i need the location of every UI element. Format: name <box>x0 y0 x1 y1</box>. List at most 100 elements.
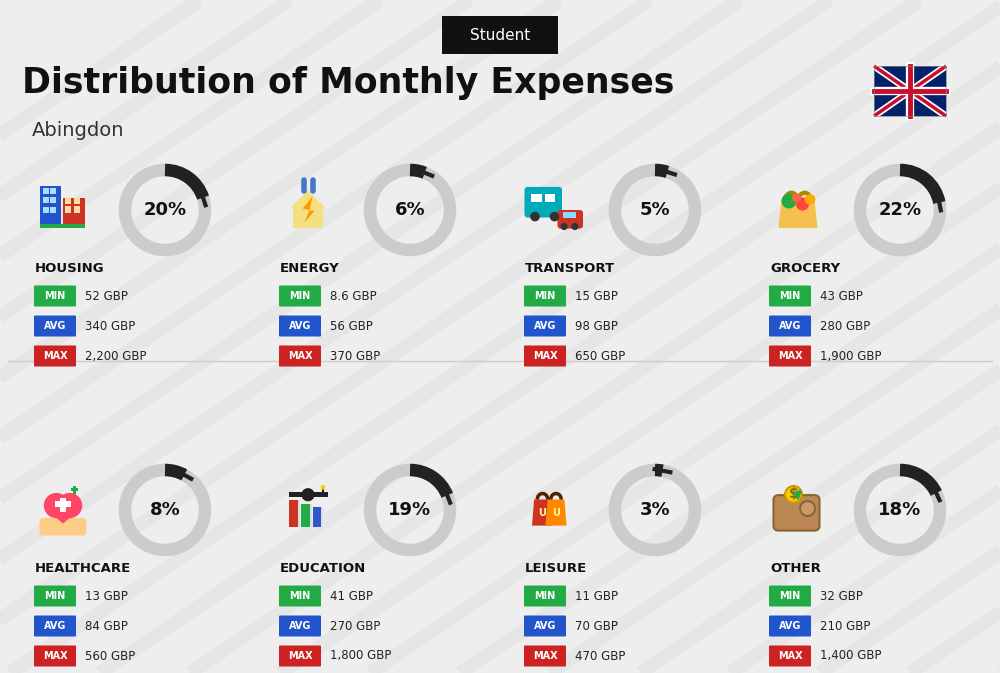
Text: 8%: 8% <box>150 501 180 519</box>
Circle shape <box>560 223 568 230</box>
Text: MAX: MAX <box>533 651 557 661</box>
Text: 70 GBP: 70 GBP <box>575 620 618 633</box>
Text: MIN: MIN <box>289 591 311 601</box>
Bar <box>43 197 49 203</box>
Circle shape <box>301 488 315 501</box>
Text: 280 GBP: 280 GBP <box>820 320 870 332</box>
FancyBboxPatch shape <box>524 345 566 367</box>
Text: U: U <box>552 508 560 518</box>
Text: AVG: AVG <box>779 321 801 331</box>
Text: 32 GBP: 32 GBP <box>820 590 863 602</box>
Text: 3%: 3% <box>640 501 670 519</box>
Text: 470 GBP: 470 GBP <box>575 649 625 662</box>
Ellipse shape <box>800 501 815 516</box>
FancyBboxPatch shape <box>34 316 76 336</box>
Bar <box>65 197 71 204</box>
Bar <box>563 211 576 217</box>
FancyBboxPatch shape <box>524 187 562 217</box>
Text: HEALTHCARE: HEALTHCARE <box>35 562 131 575</box>
Bar <box>310 504 312 526</box>
Polygon shape <box>303 197 315 223</box>
Circle shape <box>805 194 815 205</box>
FancyBboxPatch shape <box>524 316 566 336</box>
FancyBboxPatch shape <box>524 285 566 306</box>
Text: 2,200 GBP: 2,200 GBP <box>85 349 146 363</box>
Text: AVG: AVG <box>289 321 311 331</box>
Text: GROCERY: GROCERY <box>770 262 840 275</box>
FancyBboxPatch shape <box>34 616 76 637</box>
Text: TRANSPORT: TRANSPORT <box>525 262 615 275</box>
Text: MAX: MAX <box>43 651 67 661</box>
FancyBboxPatch shape <box>524 645 566 666</box>
Text: MIN: MIN <box>779 591 801 601</box>
Text: 1,900 GBP: 1,900 GBP <box>820 349 882 363</box>
Bar <box>321 507 323 526</box>
Text: MAX: MAX <box>778 351 802 361</box>
Text: 1,400 GBP: 1,400 GBP <box>820 649 882 662</box>
FancyBboxPatch shape <box>279 316 321 336</box>
Text: AVG: AVG <box>44 321 66 331</box>
Bar <box>40 224 85 228</box>
Polygon shape <box>290 190 326 228</box>
Text: MAX: MAX <box>778 651 802 661</box>
Text: 270 GBP: 270 GBP <box>330 620 380 633</box>
Circle shape <box>571 223 578 230</box>
FancyBboxPatch shape <box>524 586 566 606</box>
Text: EDUCATION: EDUCATION <box>280 562 366 575</box>
FancyBboxPatch shape <box>34 645 76 666</box>
Circle shape <box>550 212 559 221</box>
Text: 19%: 19% <box>388 501 432 519</box>
Text: 84 GBP: 84 GBP <box>85 620 128 633</box>
Text: MIN: MIN <box>44 291 66 301</box>
Bar <box>60 498 66 511</box>
Text: MIN: MIN <box>534 291 556 301</box>
Text: 210 GBP: 210 GBP <box>820 620 870 633</box>
Text: $: $ <box>789 487 798 501</box>
FancyBboxPatch shape <box>279 285 321 306</box>
Circle shape <box>782 194 796 209</box>
Polygon shape <box>532 499 553 526</box>
Text: 20%: 20% <box>143 201 187 219</box>
Text: 560 GBP: 560 GBP <box>85 649 135 662</box>
FancyBboxPatch shape <box>769 285 811 306</box>
Bar <box>74 207 80 213</box>
Text: 1,800 GBP: 1,800 GBP <box>330 649 391 662</box>
Text: OTHER: OTHER <box>770 562 821 575</box>
Text: 15 GBP: 15 GBP <box>575 289 618 302</box>
Bar <box>298 500 300 526</box>
FancyBboxPatch shape <box>279 345 321 367</box>
Bar <box>530 194 542 202</box>
FancyBboxPatch shape <box>34 285 76 306</box>
FancyBboxPatch shape <box>769 645 811 666</box>
Circle shape <box>792 194 801 203</box>
Circle shape <box>796 197 809 211</box>
Text: 340 GBP: 340 GBP <box>85 320 135 332</box>
Text: 41 GBP: 41 GBP <box>330 590 373 602</box>
Bar <box>55 501 70 507</box>
Bar <box>312 507 323 526</box>
FancyBboxPatch shape <box>279 616 321 637</box>
Text: 11 GBP: 11 GBP <box>575 590 618 602</box>
Text: 370 GBP: 370 GBP <box>330 349 380 363</box>
Bar <box>74 197 80 204</box>
Text: AVG: AVG <box>289 621 311 631</box>
Text: Abingdon: Abingdon <box>32 122 124 141</box>
Bar <box>65 207 71 213</box>
Text: MIN: MIN <box>534 591 556 601</box>
Text: MAX: MAX <box>288 651 312 661</box>
FancyBboxPatch shape <box>524 616 566 637</box>
Text: AVG: AVG <box>779 621 801 631</box>
FancyBboxPatch shape <box>279 586 321 606</box>
Text: AVG: AVG <box>534 621 556 631</box>
Text: AVG: AVG <box>534 321 556 331</box>
Bar <box>73 486 76 493</box>
Circle shape <box>57 493 82 518</box>
FancyBboxPatch shape <box>769 586 811 606</box>
Text: HOUSING: HOUSING <box>35 262 105 275</box>
Text: LEISURE: LEISURE <box>525 562 587 575</box>
Text: 5%: 5% <box>640 201 670 219</box>
Bar <box>50 188 56 194</box>
Text: 56 GBP: 56 GBP <box>330 320 373 332</box>
Text: ENERGY: ENERGY <box>280 262 340 275</box>
FancyBboxPatch shape <box>34 586 76 606</box>
